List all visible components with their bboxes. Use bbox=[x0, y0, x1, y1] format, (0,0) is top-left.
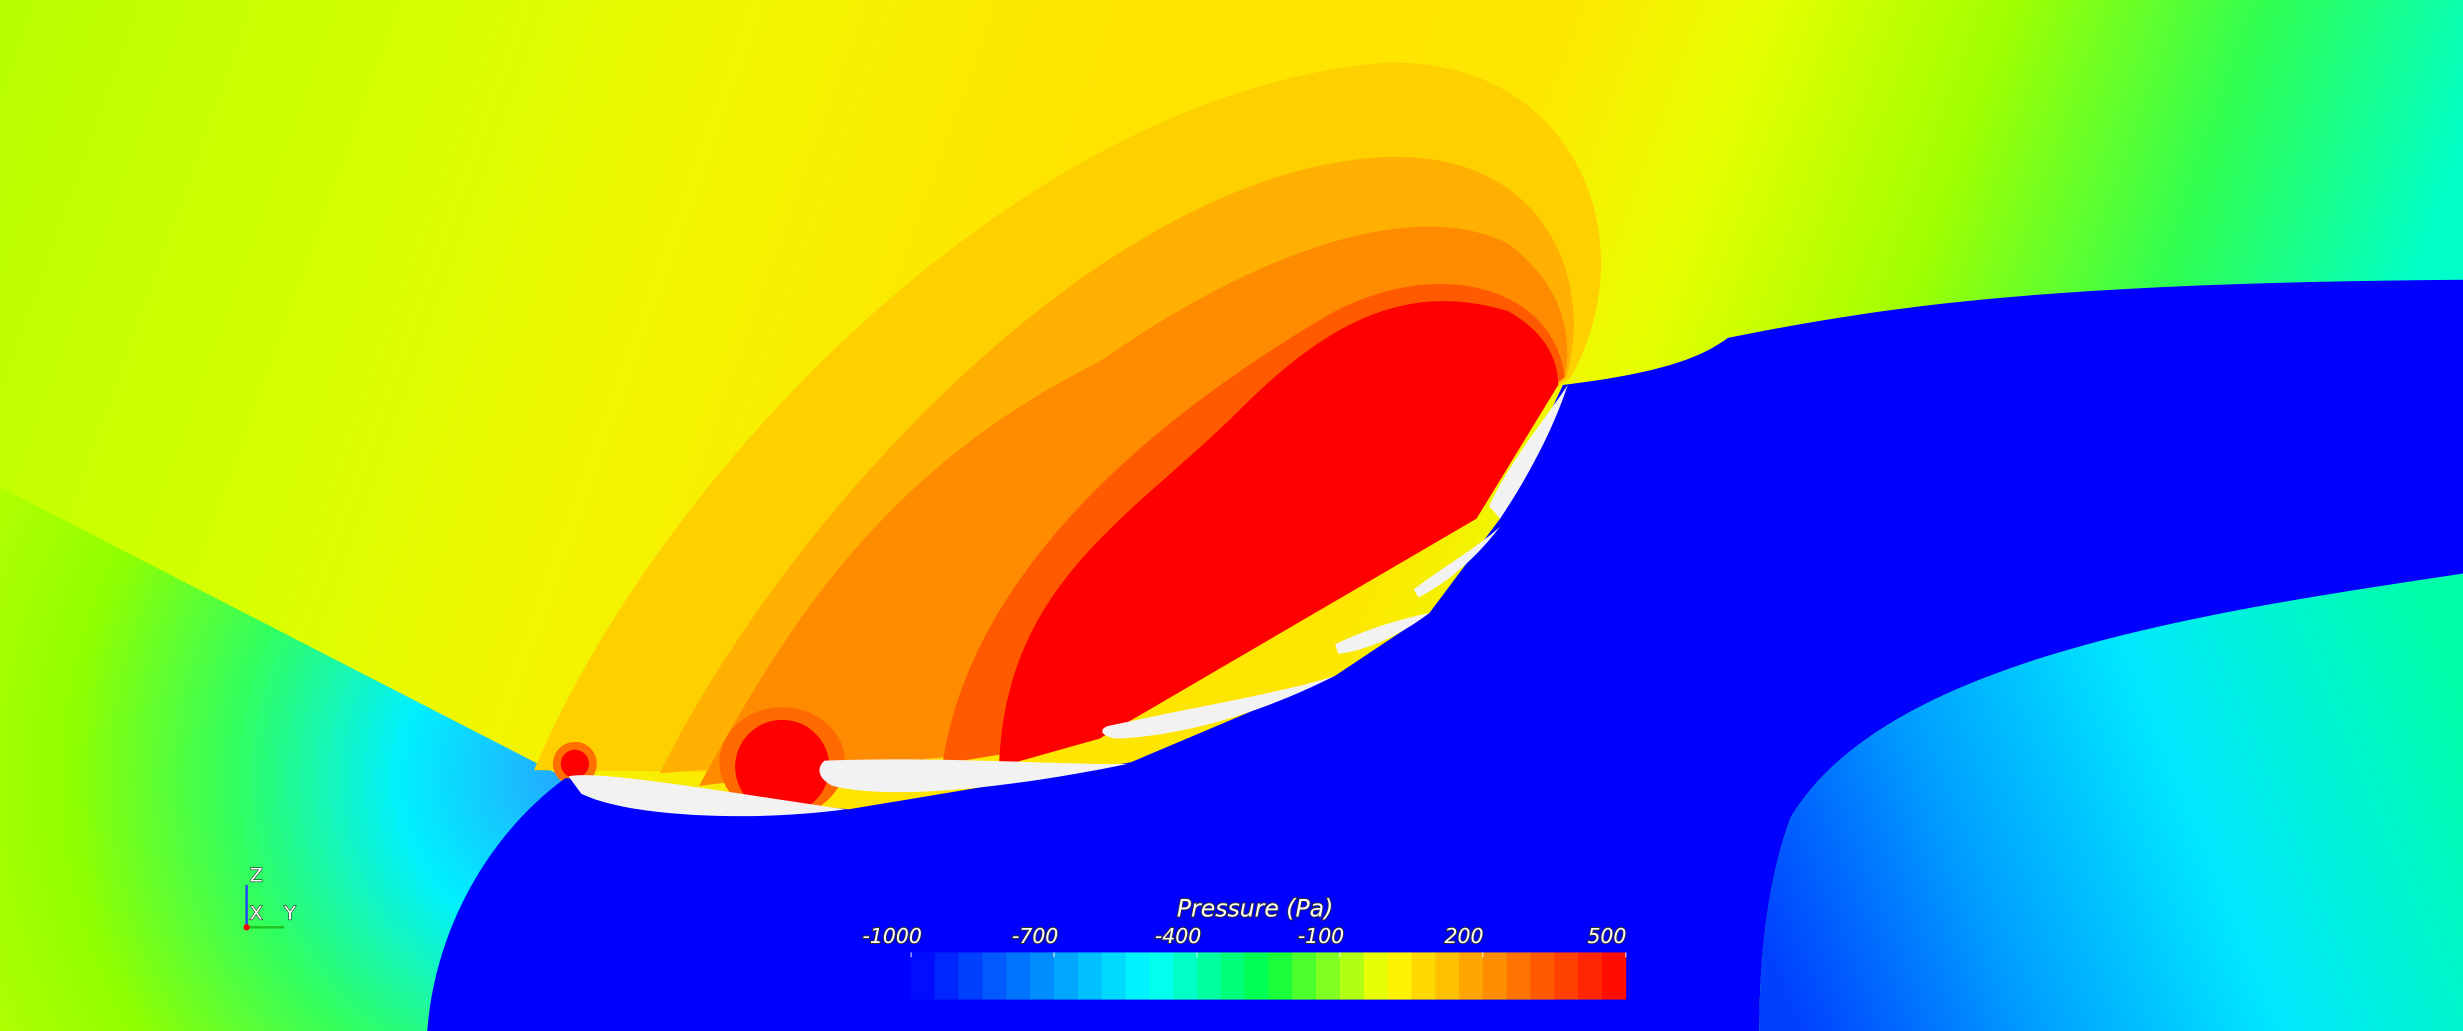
z-label: Z bbox=[250, 866, 263, 887]
colorbar-band bbox=[1292, 952, 1317, 1000]
contour-band bbox=[999, 301, 1559, 767]
colorbar-band bbox=[982, 952, 1007, 1000]
colorbar-tick-label: -1000 bbox=[863, 924, 922, 948]
colorbar-band bbox=[911, 952, 936, 1000]
lower-right-field bbox=[1759, 573, 2463, 1031]
colorbar-tick-label: 200 bbox=[1445, 924, 1484, 948]
colorbar-band bbox=[1101, 952, 1126, 1000]
colorbar-band bbox=[958, 952, 984, 1000]
colorbar-band bbox=[1077, 952, 1103, 1000]
lower-left-field bbox=[0, 487, 566, 1031]
low-pressure-region bbox=[427, 279, 2463, 1031]
colorbar-band bbox=[1339, 952, 1365, 1000]
colorbar-band bbox=[1601, 952, 1627, 1000]
colorbar-band bbox=[1363, 952, 1389, 1000]
colorbar-band bbox=[934, 952, 960, 1000]
colorbar-tick-label: -700 bbox=[1012, 924, 1058, 948]
colorbar-band bbox=[1173, 952, 1198, 1000]
colorbar: -1000 -700 -400 -100 200 500 bbox=[862, 923, 1627, 1000]
colorbar-band bbox=[1530, 952, 1555, 1000]
colorbar-band bbox=[1316, 952, 1341, 1000]
colorbar-band bbox=[1006, 952, 1031, 1000]
flap-element bbox=[1102, 675, 1336, 739]
colorbar-band bbox=[1554, 952, 1579, 1000]
colorbar-tick-label: -100 bbox=[1298, 924, 1344, 948]
colorbar-band bbox=[1149, 952, 1174, 1000]
colorbar-band bbox=[1196, 952, 1222, 1000]
colorbar-band bbox=[1482, 952, 1508, 1000]
flap-element bbox=[1413, 526, 1501, 598]
x-label: X bbox=[250, 903, 263, 924]
colorbar-title: Pressure (Pa) bbox=[1177, 894, 1333, 922]
colorbar-band bbox=[1387, 952, 1412, 1000]
colorbar-band bbox=[1268, 952, 1293, 1000]
colorbar-band bbox=[1244, 952, 1269, 1000]
x-axis bbox=[243, 924, 250, 931]
colorbar-band bbox=[1506, 952, 1531, 1000]
colorbar-band bbox=[1435, 952, 1460, 1000]
colorbar-band bbox=[1459, 952, 1484, 1000]
colorbar-band bbox=[1411, 952, 1436, 1000]
colorbar-band bbox=[1030, 952, 1055, 1000]
colorbar-band bbox=[1578, 952, 1603, 1000]
colorbar-tick-label: 500 bbox=[1587, 924, 1626, 948]
flap-element bbox=[819, 759, 1128, 793]
colorbar-band bbox=[1125, 952, 1150, 1000]
y-label: Y bbox=[283, 903, 296, 924]
axes-triad: Z X Y bbox=[243, 865, 297, 931]
flap-element bbox=[1489, 385, 1568, 519]
contour-band bbox=[735, 719, 830, 815]
contour-band bbox=[560, 749, 590, 778]
airfoil-elements bbox=[568, 385, 1568, 817]
flap-element bbox=[1335, 612, 1430, 654]
colorbar-tick-label: -400 bbox=[1155, 924, 1201, 948]
colorbar-band bbox=[1054, 952, 1079, 1000]
main-element bbox=[568, 775, 846, 817]
colorbar-band bbox=[1220, 952, 1246, 1000]
